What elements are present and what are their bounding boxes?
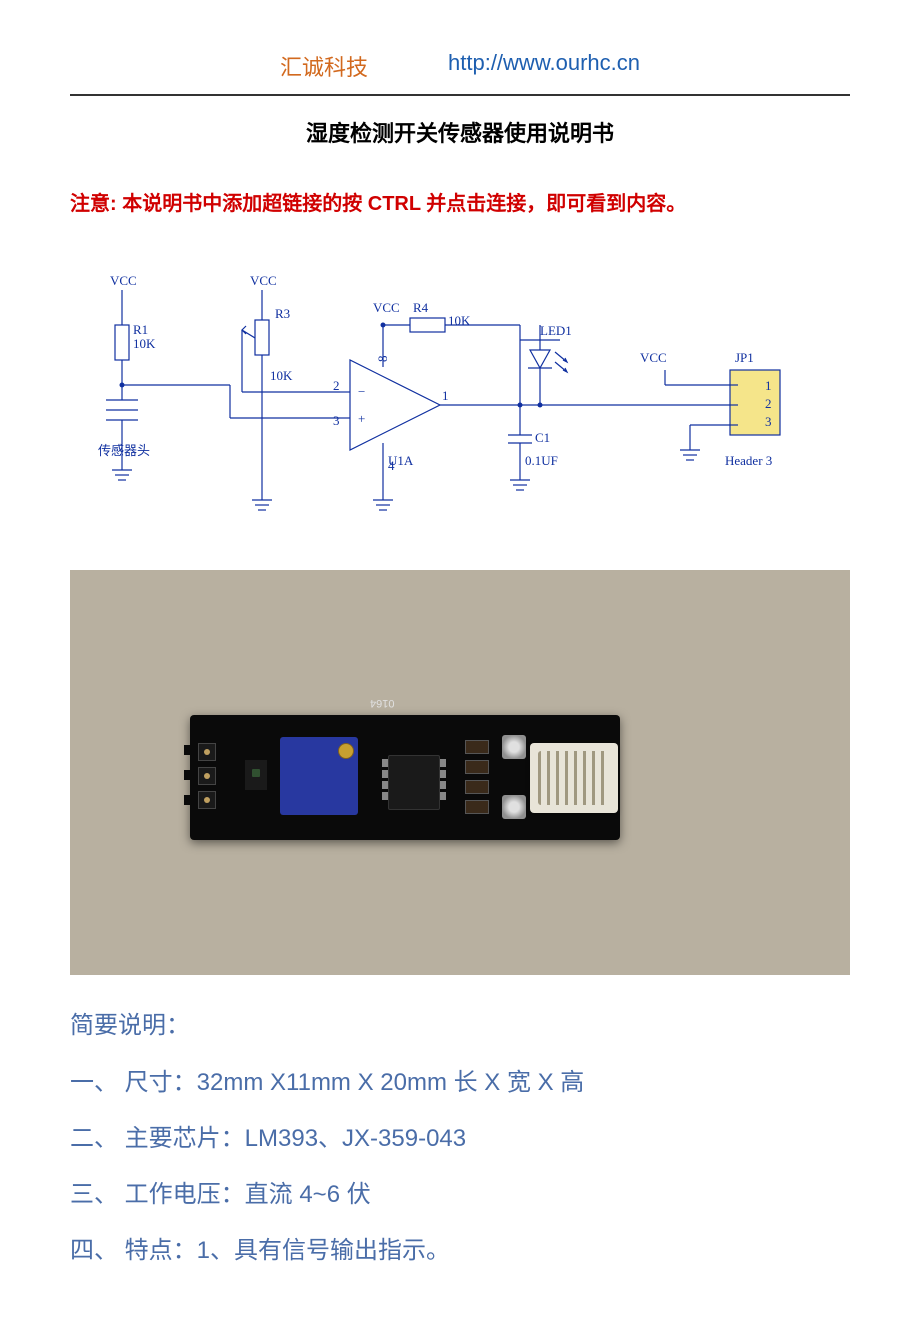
spec-label: 特点： — [125, 1237, 197, 1264]
label-vcc2: VCC — [250, 273, 277, 288]
label-r3v: 10K — [270, 368, 293, 383]
header-rule — [70, 94, 850, 96]
spec-list: 一、 尺寸：32mm X11mm X 20mm 长 X 宽 X 高 二、 主要芯… — [70, 1065, 850, 1269]
label-pin3: 3 — [333, 413, 340, 428]
potentiometer — [280, 737, 358, 815]
label-pin1: 1 — [442, 388, 449, 403]
section-brief: 简要说明： — [70, 1005, 850, 1040]
humidity-sensor-pad — [530, 743, 618, 813]
label-pin2: 2 — [333, 378, 340, 393]
brand-name: 汇诚科技 — [280, 50, 368, 82]
pcb-marking: 0164 — [370, 697, 394, 709]
hp1: 1 — [765, 378, 772, 393]
label-pin8: 8 — [375, 356, 390, 363]
label-jp1: JP1 — [735, 350, 754, 365]
spec-voltage: 三、 工作电压：直流 4~6 伏 — [70, 1177, 850, 1213]
page-header: 汇诚科技 http://www.ourhc.cn — [70, 50, 850, 82]
header-pins — [198, 743, 216, 813]
spec-value: 32mm X11mm X 20mm 长 X 宽 X 高 — [197, 1069, 585, 1096]
notice-text: 注意: 本说明书中添加超链接的按 CTRL 并点击连接，即可看到内容。 — [70, 188, 850, 220]
hp3: 3 — [765, 414, 772, 429]
product-photo: 0164 — [70, 570, 850, 975]
opamp-plus: + — [358, 411, 365, 426]
spec-label: 主要芯片： — [125, 1125, 245, 1152]
label-r4: R4 — [413, 300, 429, 315]
label-c1: C1 — [535, 430, 550, 445]
spec-num: 三、 — [70, 1181, 118, 1208]
label-c1v: 0.1UF — [525, 453, 558, 468]
spec-chip: 二、 主要芯片：LM393、JX-359-043 — [70, 1121, 850, 1157]
label-r3: R3 — [275, 306, 290, 321]
spec-num: 一、 — [70, 1069, 118, 1096]
document-title: 湿度检测开关传感器使用说明书 — [70, 116, 850, 148]
label-r1v: 10K — [133, 336, 156, 351]
label-vcc1: VCC — [110, 273, 137, 288]
spec-feature: 四、 特点：1、具有信号输出指示。 — [70, 1233, 850, 1269]
lm393-chip — [388, 755, 440, 810]
opamp-minus: − — [358, 384, 365, 399]
label-r1: R1 — [133, 322, 148, 337]
spec-num: 四、 — [70, 1237, 118, 1264]
spec-value: LM393、JX-359-043 — [245, 1125, 466, 1152]
site-url[interactable]: http://www.ourhc.cn — [448, 50, 640, 82]
spec-value: 直流 4~6 伏 — [245, 1181, 371, 1208]
label-vcc3: VCC — [373, 300, 400, 315]
label-header3: Header 3 — [725, 453, 772, 468]
label-led1: LED1 — [540, 323, 572, 338]
spec-value: 1、具有信号输出指示。 — [197, 1237, 450, 1264]
label-r4v: 10K — [448, 313, 471, 328]
pcb-board: 0164 — [190, 715, 620, 840]
spec-label: 尺寸： — [125, 1069, 197, 1096]
document-page: 汇诚科技 http://www.ourhc.cn 湿度检测开关传感器使用说明书 … — [0, 0, 920, 1329]
label-u1a: U1A — [388, 453, 414, 468]
spec-num: 二、 — [70, 1125, 118, 1152]
spec-size: 一、 尺寸：32mm X11mm X 20mm 长 X 宽 X 高 — [70, 1065, 850, 1101]
label-sensor: 传感器头 — [98, 443, 150, 458]
hp2: 2 — [765, 396, 772, 411]
spec-label: 工作电压： — [125, 1181, 245, 1208]
circuit-diagram: VCC R1 10K 传感器头 VCC R3 — [70, 270, 850, 530]
label-vcc4: VCC — [640, 350, 667, 365]
